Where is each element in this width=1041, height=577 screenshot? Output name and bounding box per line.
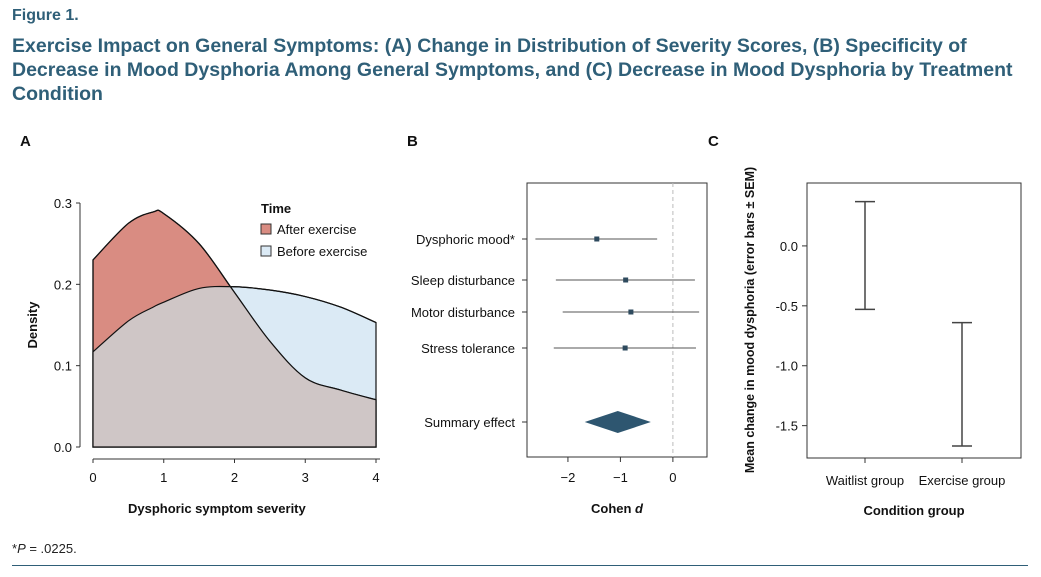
panel-a-ylabel: Density (25, 301, 40, 349)
x-tick-label: 0 (669, 470, 676, 485)
y-tick-label: 0.3 (54, 196, 72, 211)
summary-label: Summary effect (424, 415, 515, 430)
y-tick-label: -1.0 (776, 359, 798, 374)
x-tick-label: 2 (231, 470, 238, 485)
row-label: Stress tolerance (421, 341, 515, 356)
y-tick-label: 0.0 (780, 239, 798, 254)
panel-c-xlabel: Condition group (863, 503, 964, 518)
x-tick-label: −2 (561, 470, 576, 485)
panel-c-label: C (708, 133, 719, 150)
panel-a-label: A (20, 133, 31, 150)
effect-point (623, 277, 629, 283)
legend-after-label: After exercise (277, 222, 356, 237)
panel-b-xlabel: Cohen d (591, 501, 644, 516)
row-label: Sleep disturbance (411, 273, 515, 288)
row-label: Motor disturbance (411, 305, 515, 320)
bottom-rule (12, 565, 1028, 566)
after-exercise-line (92, 209, 377, 448)
x-tick-label: −1 (613, 470, 628, 485)
footnote-italic: P (17, 541, 26, 556)
summary-diamond (584, 411, 651, 433)
figure-title: Exercise Impact on General Symptoms: (A)… (12, 35, 1013, 105)
x-tick-label: 1 (160, 470, 167, 485)
legend-swatch-after (260, 223, 272, 235)
row-label: Dysphoric mood* (416, 232, 515, 247)
y-tick-label: 0.0 (54, 440, 72, 455)
panel-b-frame (526, 182, 708, 458)
y-tick-label: -1.5 (776, 419, 798, 434)
effect-point (622, 345, 628, 351)
panel-c: C 0.0 -0.5 -1.0 -1.5 Waitlist group Exercise … (708, 133, 1022, 518)
legend: Time After exercise Before exercise (260, 201, 367, 259)
y-tick-label: 0.2 (54, 277, 72, 292)
legend-swatch-before (260, 245, 272, 257)
y-tick-label: 0.1 (54, 359, 72, 374)
effect-point (628, 309, 634, 315)
panel-c-frame (806, 182, 1022, 459)
before-exercise-line (92, 285, 377, 353)
x-tick-label: 0 (89, 470, 96, 485)
category-label: Exercise group (919, 473, 1006, 488)
panel-b-label: B (407, 133, 418, 150)
effect-point (594, 236, 600, 242)
x-tick-label: 3 (302, 470, 309, 485)
panel-a: A 0.0 0.1 0.2 0.3 0 1 2 3 4 Dysphoric symptom se… (20, 133, 380, 516)
y-tick-label: -0.5 (776, 299, 798, 314)
panel-b: B Dysphoric mood* Sleep disturbance Motor … (407, 133, 708, 516)
panel-c-ylabel: Mean change in mood dysphoria (error bar… (743, 167, 757, 473)
category-label: Waitlist group (826, 473, 904, 488)
footnote-text: = .0225. (25, 541, 77, 556)
footnote-prefix: * (12, 541, 18, 556)
x-tick-label: 4 (372, 470, 379, 485)
legend-before-label: Before exercise (277, 244, 367, 259)
panel-a-xlabel: Dysphoric symptom severity (128, 501, 307, 516)
footnote: *P = .0225. (12, 541, 77, 556)
figure-label: Figure 1. (12, 7, 79, 24)
legend-title: Time (261, 201, 291, 216)
